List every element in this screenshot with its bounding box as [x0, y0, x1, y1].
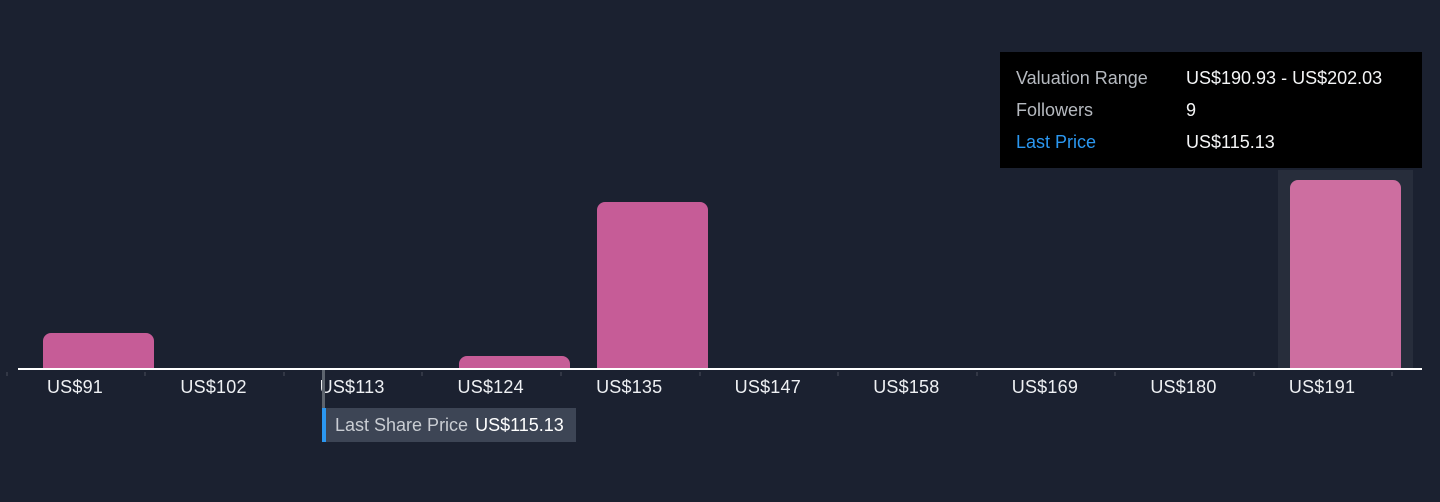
- tooltip-row-followers: Followers 9: [1016, 95, 1406, 125]
- bin-edge-tick: [421, 372, 424, 376]
- tooltip-value: US$115.13: [1186, 131, 1275, 152]
- tooltip-label: Followers: [1016, 99, 1094, 120]
- x-tick-label: US$91: [46, 377, 104, 397]
- x-tick-label: US$124: [457, 377, 524, 397]
- last-price-marker-line: [322, 370, 325, 408]
- tooltip-value: US$190.93 - US$202.03: [1186, 67, 1383, 88]
- bin-edge-tick: [1114, 372, 1117, 376]
- bin-edge-tick: [698, 372, 701, 376]
- tooltip-label[interactable]: Last Price: [1016, 131, 1097, 152]
- last-share-price-value: US$115.13: [475, 414, 564, 435]
- bin-edge-tick: [559, 372, 562, 376]
- bin-edge-tick: [144, 372, 147, 376]
- tooltip-row-valuation-range: Valuation Range US$190.93 - US$202.03: [1016, 63, 1406, 93]
- x-tick-label: US$169: [1011, 377, 1079, 397]
- bin-edge-tick: [1252, 372, 1255, 376]
- tooltip-value: 9: [1186, 99, 1197, 120]
- x-axis-line: [18, 368, 1422, 370]
- tooltip: Valuation Range US$190.93 - US$202.03 Foll…: [1000, 52, 1422, 168]
- x-tick-label: US$191: [1288, 377, 1356, 397]
- histogram-bar-us91[interactable]: [43, 333, 154, 368]
- bin-edge-tick: [5, 372, 8, 376]
- histogram-bar-us191[interactable]: [1290, 180, 1402, 368]
- x-tick-label: US$180: [1150, 377, 1217, 397]
- bin-edge-tick: [837, 372, 840, 376]
- x-tick-label: US$158: [873, 377, 940, 397]
- bin-edge-tick: [282, 372, 285, 376]
- bin-edge-tick: [1391, 372, 1394, 376]
- x-tick-label: US$113: [319, 377, 385, 397]
- x-tick-label: US$147: [734, 377, 801, 397]
- tooltip-label: Valuation Range: [1016, 67, 1148, 88]
- bin-edge-tick: [975, 372, 978, 376]
- histogram-bar-us124[interactable]: [458, 356, 570, 368]
- last-share-price-label: Last Share Price: [335, 414, 469, 435]
- histogram-bar-us135[interactable]: [597, 202, 709, 368]
- tooltip-row-last-price: Last Price US$115.13: [1016, 127, 1406, 157]
- x-tick-label: US$102: [180, 377, 247, 397]
- x-tick-label: US$135: [596, 377, 663, 397]
- last-share-price-tag: Last Share Price US$115.13: [322, 408, 576, 442]
